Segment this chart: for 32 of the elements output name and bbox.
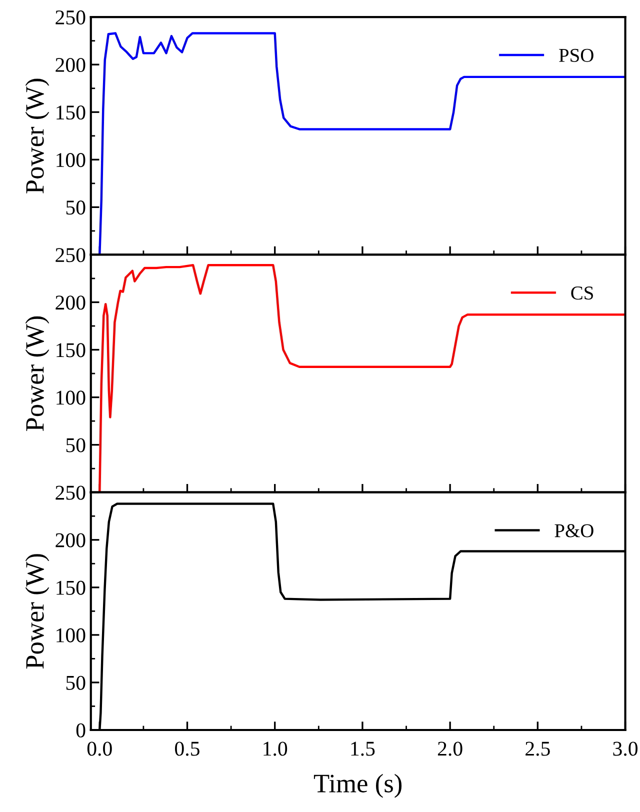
x-tick-label: 2.5: [526, 742, 550, 756]
y-tick-label: 150: [56, 105, 86, 120]
y-tick-label: 0: [76, 723, 86, 738]
legend-label: P&O: [554, 524, 594, 538]
x-tick-label: 2.0: [438, 742, 462, 756]
y-axis-title: Power (W): [25, 78, 50, 194]
y-tick-label: 50: [66, 438, 86, 452]
y-tick-label: 200: [56, 58, 86, 72]
y-tick-label: 150: [56, 580, 86, 595]
y-tick-label: 100: [56, 628, 86, 642]
y-tick-label: 150: [56, 343, 86, 358]
legend-label: CS: [571, 286, 593, 300]
x-tick-label: 0.0: [87, 742, 112, 756]
y-axis-title: Power (W): [25, 554, 50, 669]
y-tick-label: 100: [56, 390, 86, 405]
y-tick-label: 100: [56, 153, 86, 168]
y-tick-label: 200: [56, 533, 86, 548]
x-tick-label: 0.5: [175, 742, 200, 756]
line-series: [98, 32, 626, 255]
x-tick-label: 3.0: [613, 742, 638, 756]
legend-label: PSO: [559, 48, 594, 62]
y-tick-label: 50: [66, 676, 86, 690]
line-series: [98, 264, 626, 492]
x-tick-label: 1.0: [264, 742, 288, 756]
y-axis-title: Power (W): [25, 316, 50, 432]
y-tick-label: 250: [56, 10, 86, 24]
y-tick-label: 50: [66, 200, 86, 215]
x-tick-label: 1.5: [351, 742, 375, 756]
y-tick-label: 250: [56, 486, 86, 500]
y-tick-label: 250: [56, 248, 86, 262]
x-axis-title: Time (s): [314, 774, 402, 798]
y-tick-label: 200: [56, 296, 86, 310]
